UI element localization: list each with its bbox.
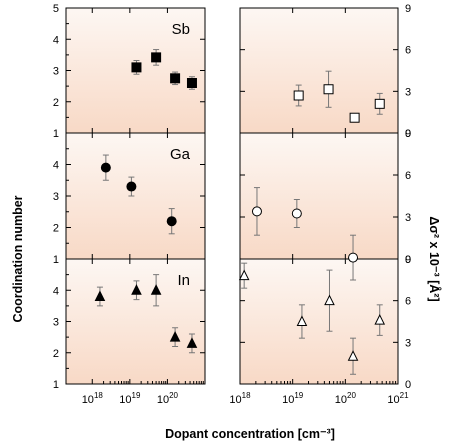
y-tick-label-right: 6: [405, 170, 411, 182]
y-tick-label-left: 2: [53, 348, 59, 360]
x-axis-title: Dopant concentration [cm⁻³]: [165, 427, 335, 441]
y-tick-label-right: 9: [405, 3, 411, 15]
x-tick-label-right: 1021: [387, 391, 409, 406]
y-tick-label-right: 9: [405, 128, 411, 140]
y-tick-label-left: 4: [53, 285, 59, 297]
y-tick-label-left: 2: [53, 97, 59, 109]
data-point-disorder-sb: [349, 112, 360, 123]
y-tick-label-left: 3: [53, 66, 59, 78]
data-point-disorder-in: [324, 294, 335, 306]
data-point-coordination-in: [131, 284, 142, 295]
data-point-disorder-in: [296, 315, 308, 326]
data-point-disorder-in: [374, 313, 386, 325]
data-point-coordination-ga: [166, 216, 177, 227]
x-tick-label-left: 1019: [119, 391, 141, 406]
data-point-coordination-in: [169, 331, 181, 342]
data-point-coordination-sb: [131, 62, 142, 73]
y-tick-label-right: 0: [405, 254, 411, 266]
data-point-coordination-sb: [186, 78, 197, 88]
y-tick-label-right: 3: [405, 86, 411, 98]
y-tick-label-right: 0: [405, 128, 411, 140]
y-tick-label-right: 9: [405, 254, 411, 266]
data-point-disorder-sb: [374, 98, 385, 109]
x-tick-label-right: 1018: [229, 391, 251, 406]
data-point-coordination-in: [150, 284, 162, 295]
y-tick-label-left: 2: [53, 223, 59, 235]
panel-frame-right-2: [239, 132, 399, 260]
data-point-disorder-in: [238, 269, 250, 281]
y-axis-title-right: Δσ² x 10⁻³ [Å²]: [427, 216, 442, 301]
panel-frame-left-2: [65, 132, 206, 260]
y-tick-label-right: 3: [405, 212, 411, 224]
y-tick-label-right: 6: [405, 296, 411, 308]
x-tick-label-left: 1018: [82, 391, 104, 406]
y-tick-label-left: 1: [53, 254, 59, 266]
data-point-coordination-ga: [126, 181, 137, 192]
y-tick-label-right: 6: [405, 45, 411, 57]
data-point-coordination-in: [94, 290, 106, 301]
data-point-disorder-ga: [348, 252, 359, 263]
data-point-coordination-sb: [151, 52, 162, 63]
data-point-coordination-in: [186, 337, 198, 348]
y-tick-label-left: 5: [53, 3, 59, 15]
y-tick-label-right: 0: [405, 379, 411, 391]
panel-label-in: In: [177, 272, 190, 289]
data-point-coordination-ga: [100, 162, 111, 173]
y-tick-label-left: 3: [53, 317, 59, 329]
panel-label-ga: Ga: [170, 146, 191, 163]
y-axis-title-left: Coordination number: [11, 195, 25, 322]
data-marks: [94, 49, 386, 375]
y-tick-label-left: 1: [53, 379, 59, 391]
panel-frame-right-1: [239, 7, 399, 134]
panel-label-sb: Sb: [172, 21, 190, 38]
y-tick-label-left: 3: [53, 191, 59, 203]
y-tick-label-left: 4: [53, 34, 59, 46]
x-tick-label-left: 1020: [157, 391, 179, 406]
panel-frame-right-3: [239, 258, 399, 385]
data-point-coordination-sb: [170, 73, 181, 84]
y-tick-label-left: 4: [53, 160, 59, 172]
data-point-disorder-sb: [293, 90, 304, 101]
data-point-disorder-sb: [323, 84, 334, 95]
x-tick-label-right: 1019: [282, 391, 304, 406]
y-tick-label-right: 3: [405, 337, 411, 349]
x-tick-label-right: 1020: [335, 391, 357, 406]
y-tick-label-left: 1: [53, 128, 59, 140]
data-point-disorder-in: [347, 350, 359, 361]
panels: [65, 7, 399, 385]
panel-frame-left-3: [65, 258, 206, 385]
data-point-disorder-ga: [291, 208, 302, 219]
data-point-disorder-ga: [251, 206, 262, 217]
